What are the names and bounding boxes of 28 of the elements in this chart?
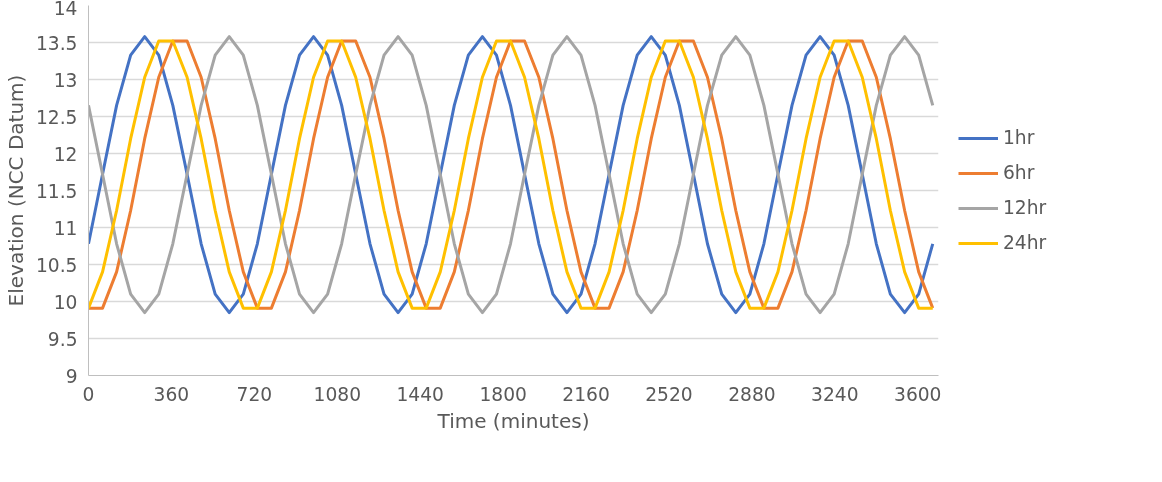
x-tick-label: 720 (236, 383, 273, 405)
x-tick-label: 1800 (479, 383, 527, 405)
y-tick-label: 13 (53, 69, 78, 91)
x-tick-label: 3600 (894, 383, 942, 405)
x-tick-label: 3240 (811, 383, 859, 405)
x-tick-label: 360 (153, 383, 190, 405)
y-tick-label: 11 (53, 217, 78, 239)
x-tick-label: 2880 (728, 383, 776, 405)
legend-label: 1hr (1003, 127, 1035, 148)
x-tick-label: 2520 (645, 383, 693, 405)
y-tick-label: 10.5 (35, 254, 78, 276)
x-tick-label: 1080 (313, 383, 362, 405)
y-tick-label: 14 (53, 0, 78, 19)
x-tick-label: 2160 (562, 383, 610, 405)
y-axis-title: Elevation (NCC Datum) (3, 74, 28, 307)
y-tick-label: 9 (65, 365, 78, 387)
y-tick-label: 9.5 (47, 328, 78, 350)
x-axis-title: Time (minutes) (436, 408, 590, 433)
x-tick-label: 1440 (396, 383, 444, 405)
legend-label: 24hr (1003, 232, 1047, 253)
x-tick-label: 0 (82, 383, 95, 405)
y-tick-label: 13.5 (35, 32, 78, 54)
y-tick-label: 11.5 (35, 180, 78, 202)
y-tick-label: 12 (53, 143, 78, 165)
legend-label: 12hr (1003, 197, 1047, 218)
legend-label: 6hr (1003, 162, 1035, 183)
y-tick-label: 10 (53, 291, 78, 313)
y-tick-label: 12.5 (35, 106, 78, 128)
